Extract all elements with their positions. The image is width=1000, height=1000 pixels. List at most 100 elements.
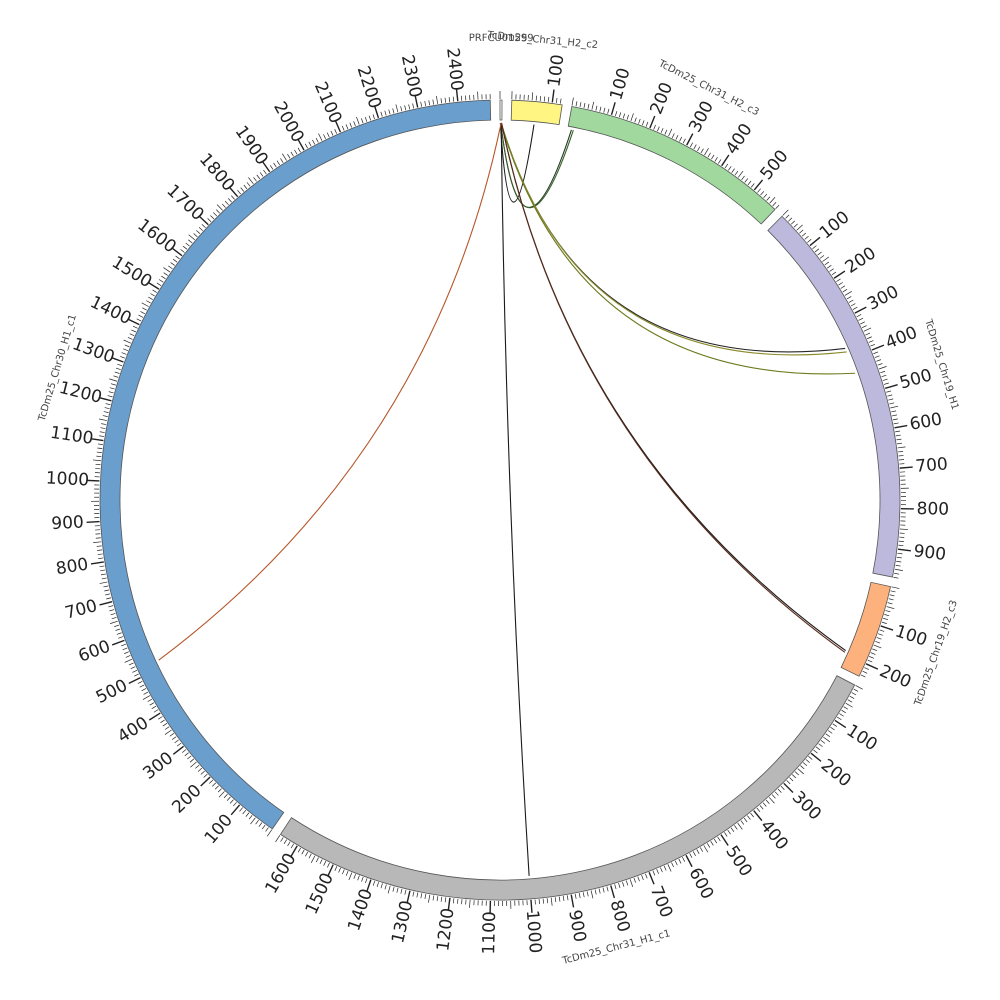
minor-tick [884, 614, 890, 617]
major-tick [686, 133, 694, 146]
minor-tick [143, 691, 149, 695]
minor-tick [788, 217, 793, 222]
minor-tick [876, 637, 882, 640]
major-tick [570, 894, 575, 908]
minor-tick [269, 165, 274, 170]
tick-label: 200 [842, 243, 880, 278]
minor-tick [618, 112, 622, 118]
minor-tick [187, 755, 192, 760]
minor-tick [587, 103, 590, 109]
minor-tick [227, 198, 232, 203]
minor-tick [312, 139, 316, 145]
minor-tick [266, 829, 273, 837]
minor-tick [766, 196, 771, 201]
major-tick [551, 89, 555, 103]
minor-tick [799, 229, 804, 234]
minor-tick [757, 188, 761, 193]
minor-tick [728, 166, 732, 171]
minor-tick [301, 849, 305, 855]
minor-tick [97, 553, 103, 555]
major-tick [289, 845, 298, 858]
minor-tick [408, 104, 411, 110]
minor-tick [843, 706, 849, 710]
minor-tick [297, 847, 301, 853]
minor-tick [141, 688, 147, 692]
minor-tick [645, 873, 648, 879]
minor-tick [256, 174, 261, 180]
minor-tick [276, 160, 281, 166]
minor-tick [888, 398, 894, 401]
minor-tick [865, 332, 871, 336]
minor-tick [224, 200, 229, 206]
minor-tick [287, 153, 291, 159]
minor-tick [221, 203, 226, 208]
minor-tick [890, 590, 896, 593]
segment-chr31_h1_c1 [279, 675, 856, 901]
minor-tick [357, 875, 360, 881]
minor-tick [657, 126, 660, 132]
minor-tick [591, 101, 595, 110]
minor-tick [845, 702, 853, 708]
minor-tick [542, 898, 544, 904]
minor-tick [158, 279, 164, 283]
minor-tick [334, 866, 338, 872]
minor-tick [804, 235, 809, 240]
minor-tick [432, 895, 435, 901]
minor-tick [240, 187, 245, 192]
major-tick [884, 384, 898, 390]
minor-tick [168, 265, 173, 270]
tick-label: 2000 [269, 98, 308, 146]
minor-tick [148, 296, 153, 300]
tick-label: 800 [916, 499, 949, 520]
minor-tick [759, 805, 764, 810]
minor-tick [400, 106, 403, 112]
major-tick [99, 601, 113, 606]
minor-tick [96, 545, 102, 547]
minor-tick [877, 633, 883, 636]
tick-label: 900 [564, 908, 589, 943]
minor-tick [872, 648, 878, 652]
minor-tick [246, 182, 251, 187]
minor-tick [802, 762, 808, 767]
minor-tick [785, 214, 790, 219]
minor-tick [813, 749, 818, 754]
minor-tick [138, 314, 144, 318]
minor-tick [641, 120, 645, 126]
minor-tick [180, 249, 185, 253]
minor-tick [886, 390, 892, 393]
minor-tick [543, 96, 546, 102]
minor-tick [645, 121, 649, 127]
minor-tick [140, 311, 146, 315]
major-tick [530, 899, 533, 913]
minor-tick [614, 884, 617, 890]
minor-tick [396, 887, 399, 893]
major-tick [897, 548, 911, 552]
minor-tick [128, 662, 134, 666]
tick-label: 2100 [310, 79, 346, 127]
major-tick [685, 854, 693, 868]
minor-tick [372, 880, 376, 886]
minor-tick [731, 168, 735, 173]
minor-tick [169, 733, 175, 737]
minor-tick [404, 889, 407, 895]
minor-tick [830, 726, 835, 731]
major-tick [753, 810, 763, 822]
minor-tick [201, 224, 206, 229]
minor-tick [163, 272, 168, 276]
minor-tick [115, 628, 121, 631]
minor-tick [99, 431, 105, 433]
tick-label: 300 [788, 787, 825, 824]
minor-tick [129, 333, 135, 337]
minor-tick [122, 647, 128, 651]
minor-tick [184, 752, 189, 757]
minor-tick [242, 809, 247, 815]
tick-label: 2200 [353, 64, 385, 111]
minor-tick [308, 853, 312, 859]
minor-tick [232, 802, 237, 807]
minor-tick [848, 299, 854, 303]
minor-tick [582, 892, 585, 898]
link-chr31_h1_c1 [500, 122, 530, 876]
minor-tick [213, 212, 218, 217]
minor-tick [863, 327, 872, 332]
minor-tick [101, 577, 107, 580]
